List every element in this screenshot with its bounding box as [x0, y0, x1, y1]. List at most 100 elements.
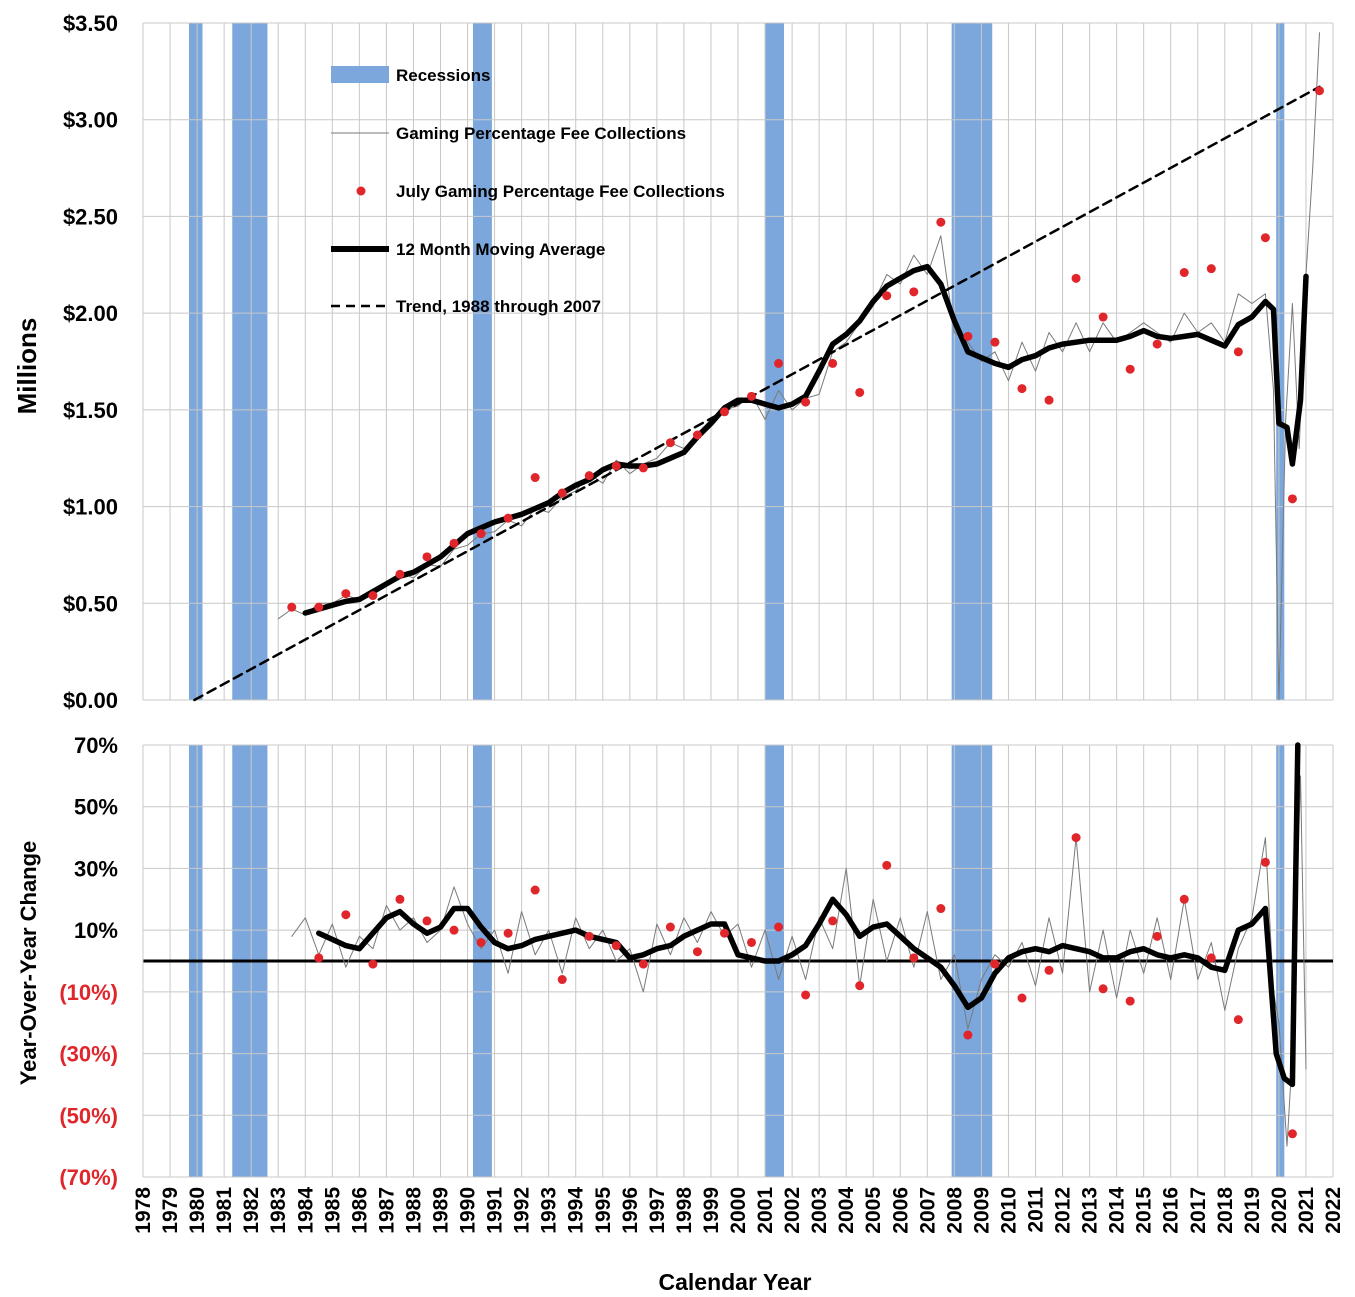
top-july-gaming-percentage-fee-collections-point [1179, 268, 1189, 278]
legend-july-label: July Gaming Percentage Fee Collections [396, 182, 725, 201]
bottom-july-gaming-percentage-fee-collections-point [314, 953, 324, 963]
x-tick-label: 2007 [916, 1187, 939, 1234]
top-july-gaming-percentage-fee-collections-point [801, 397, 811, 407]
top-july-gaming-percentage-fee-collections-point [1152, 339, 1162, 349]
bottom-july-gaming-percentage-fee-collections-point [774, 922, 784, 932]
top-july-gaming-percentage-fee-collections-point [1287, 494, 1297, 504]
bottom-july-gaming-percentage-fee-collections-point [1206, 953, 1216, 963]
top-july-gaming-percentage-fee-collections-point [692, 430, 702, 440]
top-july-gaming-percentage-fee-collections-point [882, 291, 892, 301]
bottom-july-gaming-percentage-fee-collections-point [1287, 1129, 1297, 1139]
x-tick-label: 2013 [1079, 1187, 1102, 1234]
bottom-july-gaming-percentage-fee-collections-point [747, 937, 757, 947]
x-tick-label: 1988 [402, 1187, 425, 1234]
top-july-gaming-percentage-fee-collections-point [314, 602, 324, 612]
x-tick-label: 1998 [673, 1187, 696, 1234]
top-july-gaming-percentage-fee-collections-point [422, 552, 432, 562]
x-tick-label: 1999 [700, 1187, 723, 1234]
top-y-tick-label: $2.50 [63, 204, 118, 229]
x-tick-label: 1995 [592, 1187, 615, 1234]
x-tick-label: 1993 [538, 1187, 561, 1234]
top-july-gaming-percentage-fee-collections-point [747, 391, 757, 401]
top-july-gaming-percentage-fee-collections-point [1314, 86, 1324, 96]
bottom-july-gaming-percentage-fee-collections-point [557, 975, 567, 985]
x-tick-label: 2004 [835, 1187, 858, 1234]
top-july-gaming-percentage-fee-collections-point [638, 463, 648, 473]
x-tick-label: 1978 [132, 1187, 155, 1234]
top-recession-band [1276, 23, 1285, 700]
top-12-month-moving-average-line [302, 263, 1309, 616]
x-tick-label: 2020 [1268, 1187, 1291, 1234]
bottom-july-gaming-percentage-fee-collections-point [665, 922, 675, 932]
bottom-y-tick-label: (30%) [59, 1042, 118, 1067]
x-tick-label: 1982 [240, 1187, 263, 1234]
bottom-july-gaming-percentage-fee-collections-point [341, 910, 351, 920]
top-july-gaming-percentage-fee-collections-point [963, 331, 973, 341]
x-tick-label: 2011 [1025, 1187, 1048, 1233]
bottom-july-gaming-percentage-fee-collections-point [1071, 833, 1081, 843]
top-july-gaming-percentage-fee-collections-point [828, 358, 838, 368]
x-tick-label: 1992 [511, 1187, 534, 1234]
bottom-y-tick-label: 50% [74, 795, 118, 820]
x-tick-label: 1987 [375, 1187, 398, 1234]
bottom-july-gaming-percentage-fee-collections-point [530, 885, 540, 895]
x-tick-label: 2002 [781, 1187, 804, 1234]
top-y-tick-label: $2.00 [63, 301, 118, 326]
top-y-tick-label: $0.00 [63, 688, 118, 713]
bottom-july-gaming-percentage-fee-collections-point [1179, 894, 1189, 904]
top-july-gaming-percentage-fee-collections-point [990, 337, 1000, 347]
top-y-tick-label: $3.00 [63, 108, 118, 133]
legend-recessions-label: Recessions [396, 66, 491, 85]
bottom-july-gaming-percentage-fee-collections-point [963, 1030, 973, 1040]
top-july-gaming-percentage-fee-collections-point [855, 387, 865, 397]
x-tick-label: 2012 [1052, 1187, 1075, 1234]
x-tick-label: 1991 [484, 1187, 507, 1234]
x-tick-label: 2015 [1133, 1187, 1156, 1234]
bottom-july-gaming-percentage-fee-collections-point [476, 937, 486, 947]
top-july-gaming-percentage-fee-collections-point [1233, 347, 1243, 357]
top-july-gaming-percentage-fee-collections-point [936, 217, 946, 227]
top-july-gaming-percentage-fee-collections-point [449, 538, 459, 548]
x-tick-label: 2003 [808, 1187, 831, 1234]
top-july-gaming-percentage-fee-collections-point [1206, 264, 1216, 274]
x-tick-label: 1983 [267, 1187, 290, 1234]
top-gaming-percentage-fee-collections-line [277, 32, 1320, 701]
x-tick-label: 2019 [1241, 1187, 1264, 1234]
y-axis-title-top: Millions [12, 318, 42, 415]
x-tick-label: 1980 [186, 1187, 209, 1234]
bottom-12-month-moving-average-line [316, 742, 1301, 1088]
x-tick-label: 2001 [754, 1187, 777, 1234]
bottom-july-gaming-percentage-fee-collections-point [936, 904, 946, 914]
x-tick-label: 1997 [646, 1187, 669, 1234]
top-trend-1988-through-2007-line [193, 85, 1321, 702]
x-tick-label: 1986 [348, 1187, 371, 1234]
x-tick-label: 1990 [457, 1187, 480, 1234]
bottom-july-gaming-percentage-fee-collections-point [395, 894, 405, 904]
top-july-gaming-percentage-fee-collections-point [1260, 233, 1270, 243]
top-recession-band [232, 23, 268, 700]
top-july-gaming-percentage-fee-collections-point [719, 407, 729, 417]
bottom-july-gaming-percentage-fee-collections-point [692, 947, 702, 957]
top-july-gaming-percentage-fee-collections-point [1125, 364, 1135, 374]
bottom-july-gaming-percentage-fee-collections-point [909, 953, 919, 963]
top-july-gaming-percentage-fee-collections-point [530, 473, 540, 483]
legend-moving-average-label: 12 Month Moving Average [396, 240, 605, 259]
x-tick-label: 2000 [727, 1187, 750, 1234]
x-tick-label: 1981 [213, 1187, 236, 1234]
top-july-gaming-percentage-fee-collections-point [503, 513, 513, 523]
top-july-gaming-percentage-fee-collections-point [584, 471, 594, 481]
top-july-gaming-percentage-fee-collections-point [611, 461, 621, 471]
bottom-july-gaming-percentage-fee-collections-point [719, 928, 729, 938]
top-july-gaming-percentage-fee-collections-point [395, 569, 405, 579]
x-tick-label: 1996 [619, 1187, 642, 1234]
x-tick-label: 1979 [159, 1187, 182, 1234]
bottom-july-gaming-percentage-fee-collections-point [828, 916, 838, 926]
x-axis-title: Calendar Year [658, 1269, 811, 1295]
bottom-july-gaming-percentage-fee-collections-point [855, 981, 865, 991]
top-july-gaming-percentage-fee-collections-point [774, 358, 784, 368]
x-tick-label: 2008 [943, 1187, 966, 1234]
bottom-july-gaming-percentage-fee-collections-point [1233, 1015, 1243, 1025]
x-tick-label: 1989 [430, 1187, 453, 1234]
bottom-y-tick-label: (50%) [59, 1103, 118, 1128]
y-axis-title-bottom: Year-Over-Year Change [16, 841, 41, 1086]
